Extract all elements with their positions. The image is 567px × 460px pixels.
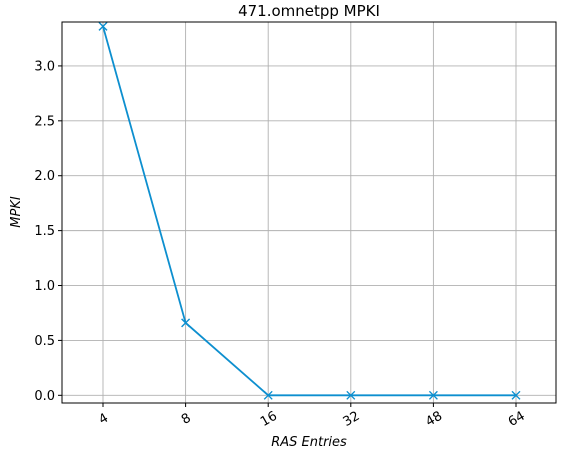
plot-frame (61, 21, 557, 404)
y-axis: 0.0 0.5 1.0 1.5 2.0 2.5 3.0 (34, 59, 62, 404)
data-point (346, 390, 356, 400)
series-line (102, 26, 516, 397)
data-point (181, 318, 191, 328)
x-tick-label: 16 (258, 409, 280, 430)
x-tick-label: 32 (341, 409, 363, 430)
y-tick-label: 1.5 (34, 224, 55, 239)
y-tick-label: 2.0 (34, 169, 55, 184)
grid (62, 22, 556, 403)
x-tick-label: 8 (179, 411, 194, 428)
data-point (98, 21, 108, 31)
data-point (428, 390, 438, 400)
x-axis: 4 8 16 32 48 64 (96, 403, 528, 430)
y-tick-label: 0.5 (34, 334, 55, 349)
chart-title: 471.omnetpp MPKI (238, 2, 380, 20)
y-tick-label: 1.0 (34, 279, 55, 294)
x-tick-label: 48 (423, 409, 445, 430)
x-axis-label: RAS Entries (271, 435, 347, 450)
data-point (263, 390, 273, 400)
data-point (511, 390, 521, 400)
y-tick-label: 3.0 (34, 59, 55, 74)
y-tick-label: 2.5 (34, 114, 55, 129)
y-axis-label: MPKI (9, 196, 24, 228)
x-tick-label: 4 (96, 411, 111, 428)
y-tick-label: 0.0 (34, 389, 55, 404)
series-layer (98, 21, 521, 400)
x-tick-label: 64 (506, 409, 528, 430)
